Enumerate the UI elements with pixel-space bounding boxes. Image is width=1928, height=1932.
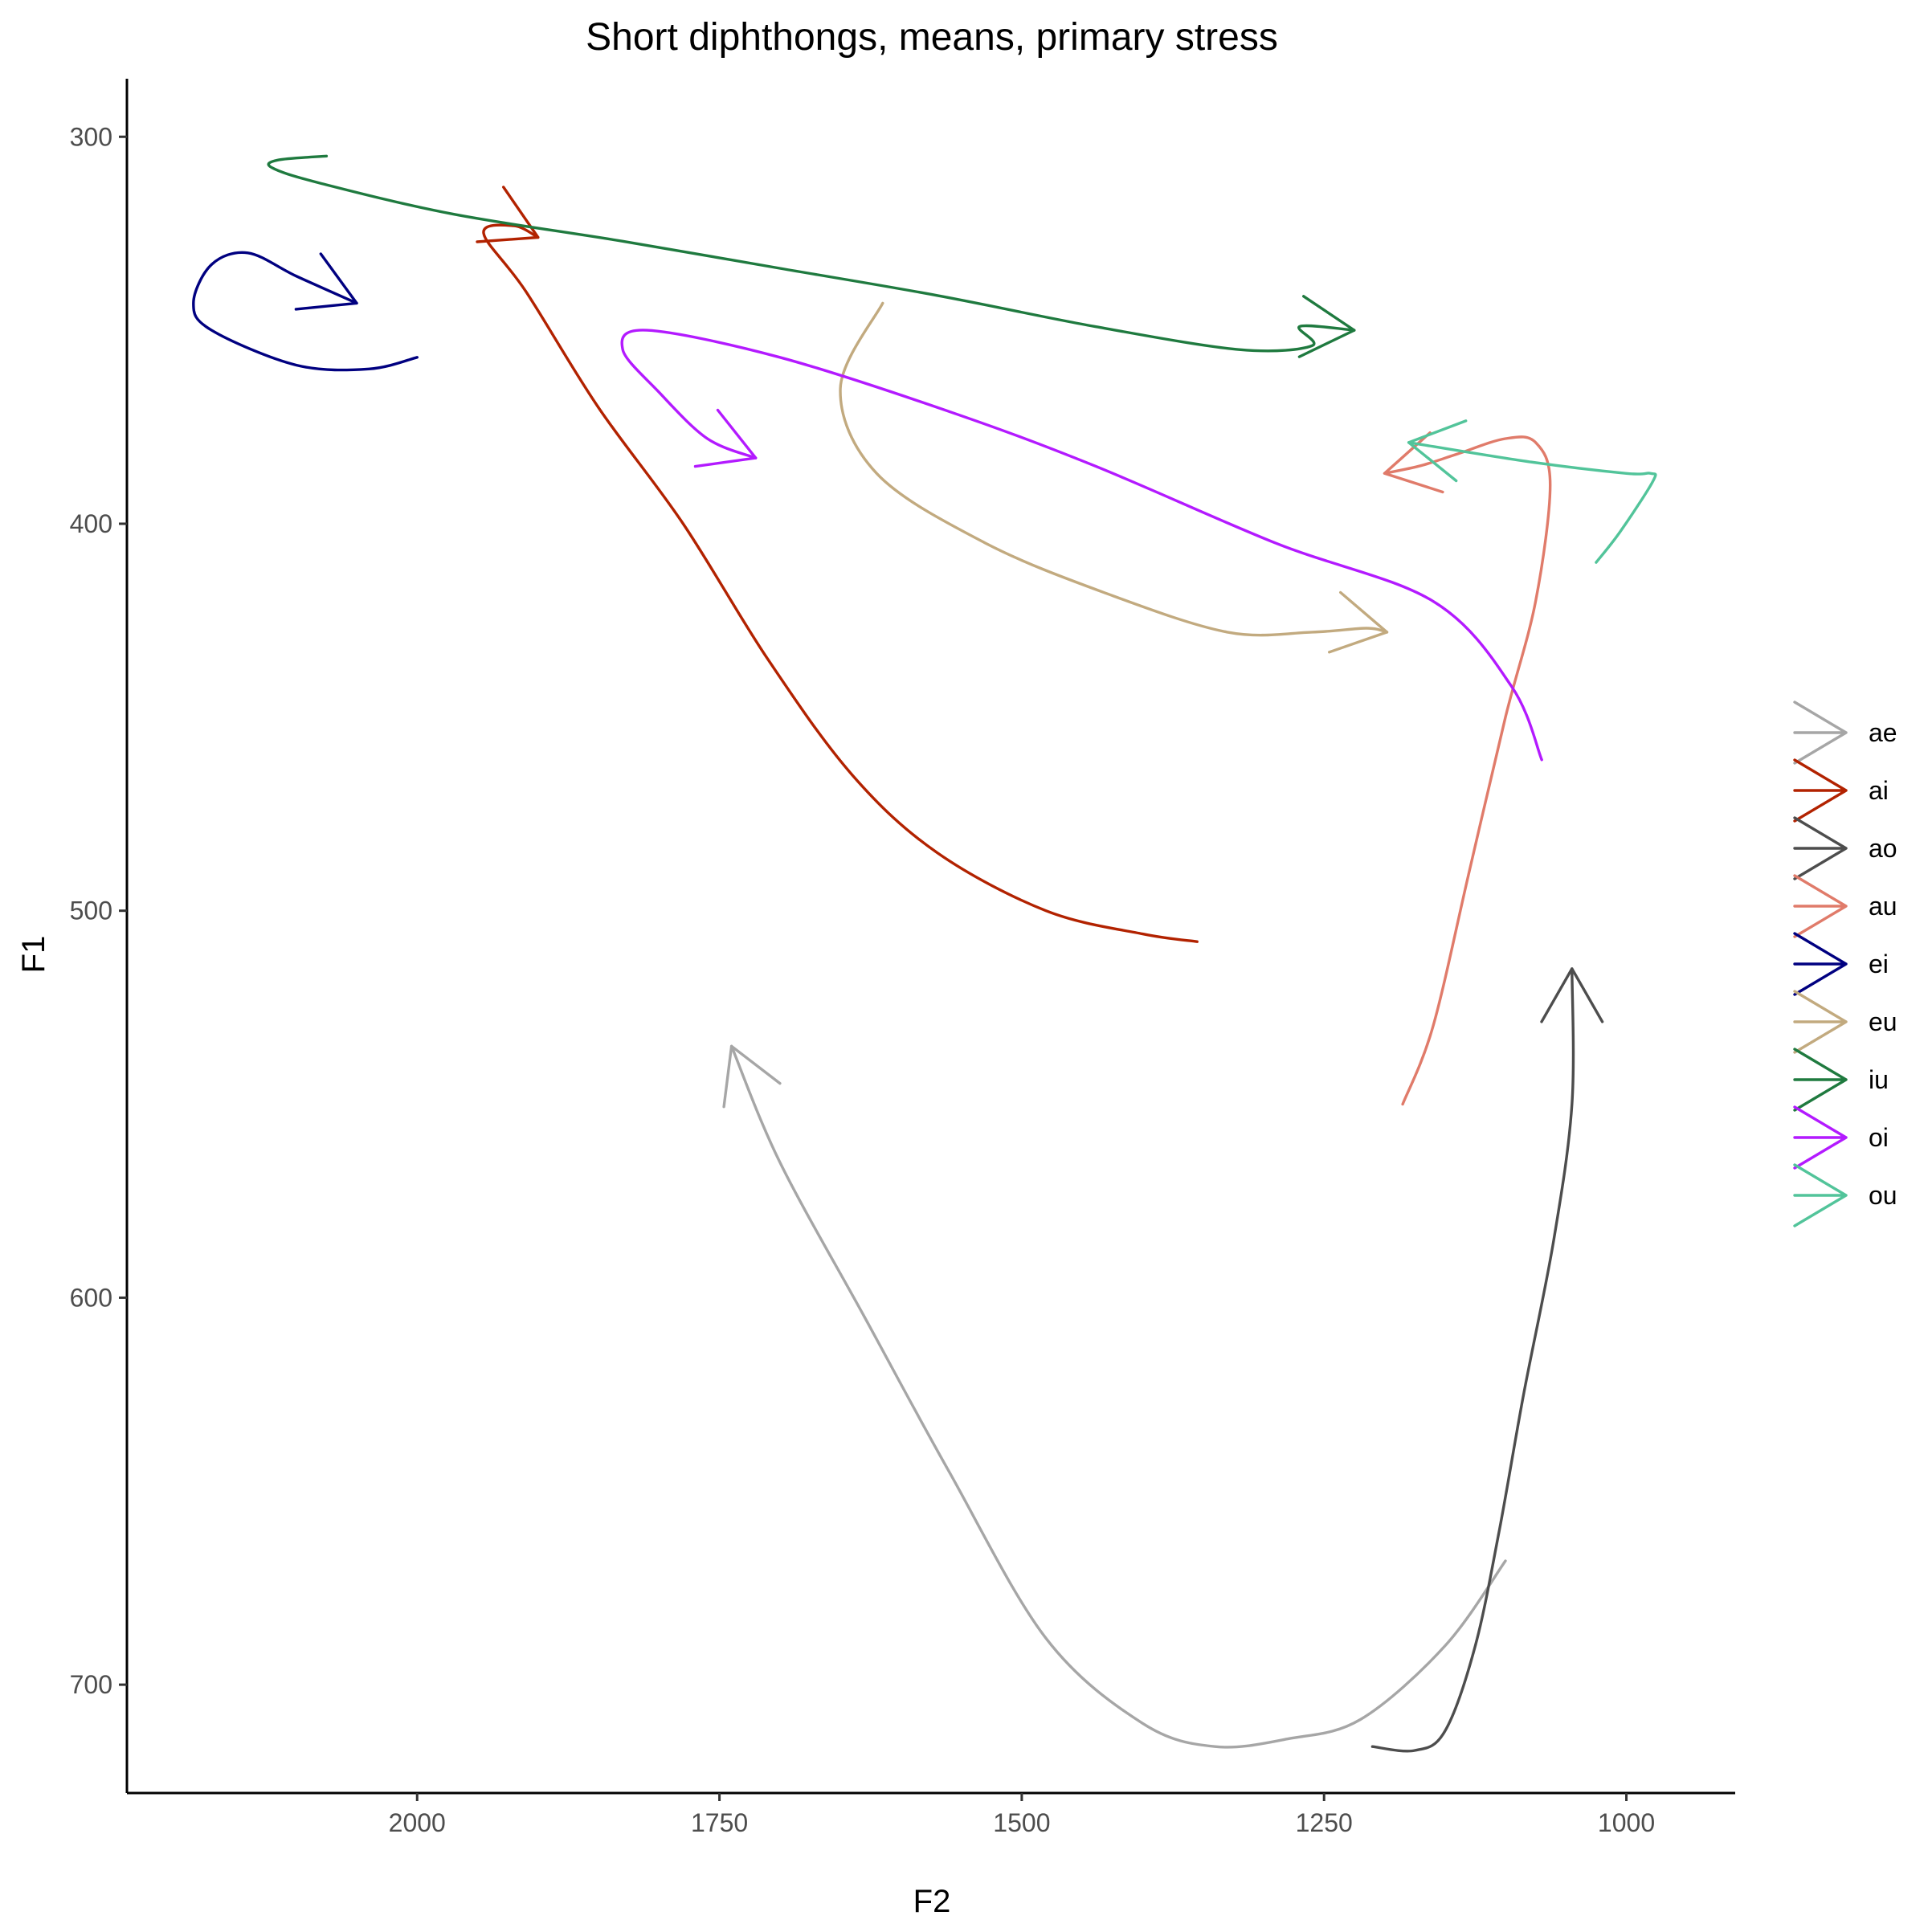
y-tick-label: 600 [70,1283,112,1312]
series-ao-trajectory [1370,967,1575,1753]
series-ei-trajectory [192,251,419,372]
series-ou [1407,419,1657,564]
x-axis: 2000 1750 1500 1250 1000 F2 [127,1791,1735,1919]
legend-item-ao: ao [1793,816,1897,880]
x-ticks: 2000 1750 1500 1250 1000 [389,1793,1655,1837]
x-tick-label: 1250 [1296,1808,1353,1837]
chart-title: Short diphthongs, means, primary stress [586,16,1278,59]
legend-label-ou: ou [1869,1181,1897,1210]
series-eu-arrowhead [1328,590,1389,654]
legend-label-eu: eu [1869,1007,1897,1036]
legend-key-ao [1793,816,1848,880]
legend-key-eu [1793,990,1848,1054]
y-tick-label: 700 [70,1670,112,1699]
legend-key-ae [1793,701,1848,765]
series-ai-trajectory [482,223,1199,943]
legend-key-au [1793,874,1848,938]
series-ao [1370,967,1604,1753]
legend-label-iu: iu [1869,1065,1889,1094]
legend: ae ai ao au ei eu iu oi ou [1793,701,1897,1227]
legend-item-ai: ai [1793,758,1889,823]
x-tick-label: 2000 [389,1808,446,1837]
legend-label-au: au [1869,892,1897,921]
legend-key-ei [1793,932,1848,996]
legend-label-ei: ei [1869,950,1889,978]
y-axis-title: F1 [16,936,51,974]
x-tick-label: 1500 [993,1808,1050,1837]
series-eu [839,301,1389,654]
y-tick-label: 300 [70,122,112,151]
series-ai [476,186,1199,943]
legend-item-oi: oi [1793,1105,1889,1170]
legend-item-ei: ei [1793,932,1889,996]
x-tick-label: 1750 [691,1808,748,1837]
y-tick-label: 400 [70,509,112,538]
series-ai-arrowhead [476,186,540,243]
series-oi-arrowhead [693,408,758,468]
series-ae-arrowhead [722,1044,782,1109]
series-ou-trajectory [1407,441,1657,564]
legend-key-iu [1793,1048,1848,1112]
series-oi [620,329,1543,762]
series-ae [722,1044,1507,1749]
legend-item-ou: ou [1793,1163,1897,1227]
legend-label-ao: ao [1869,834,1897,863]
series-ei [192,251,419,372]
legend-label-oi: oi [1869,1123,1889,1152]
legend-item-au: au [1793,874,1897,938]
legend-label-ai: ai [1869,776,1889,805]
series-eu-trajectory [839,301,1389,637]
legend-key-ou [1793,1163,1848,1227]
series-ao-arrowhead [1540,967,1604,1023]
series-ou-arrowhead [1407,419,1468,483]
series-oi-trajectory [620,329,1543,762]
series-iu [267,154,1356,358]
legend-item-ae: ae [1793,701,1897,765]
legend-item-eu: eu [1793,990,1897,1054]
series-iu-arrowhead [1297,295,1356,358]
x-axis-title: F2 [913,1884,951,1919]
series-ae-trajectory [729,1044,1507,1749]
series-ei-arrowhead [294,252,358,311]
y-ticks: 300 400 500 600 700 [70,122,127,1699]
legend-key-ai [1793,758,1848,823]
x-tick-label: 1000 [1598,1808,1655,1837]
series-au-trajectory [1383,435,1552,1106]
y-tick-label: 500 [70,897,112,925]
legend-label-ae: ae [1869,718,1897,747]
legend-key-oi [1793,1105,1848,1170]
plot-series [192,154,1657,1753]
legend-item-iu: iu [1793,1048,1889,1112]
series-iu-trajectory [267,154,1356,353]
y-axis: 300 400 500 600 700 F1 [16,79,129,1793]
